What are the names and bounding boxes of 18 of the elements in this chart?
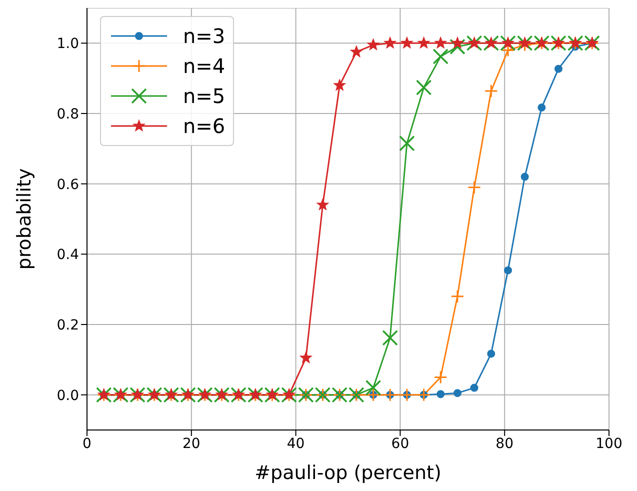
legend-label: n=4 [183, 54, 226, 78]
y-tick-label: 0.0 [56, 388, 79, 404]
y-tick-label: 0.2 [56, 317, 79, 334]
legend-label: n=5 [183, 84, 226, 108]
y-tick-label: 0.6 [56, 176, 80, 193]
x-tick-label: 60 [391, 436, 410, 452]
y-tick-label: 1.0 [56, 36, 79, 52]
x-tick-label: 20 [182, 436, 200, 452]
y-tick-label: 0.8 [56, 106, 79, 122]
x-tick-label: 80 [496, 436, 514, 452]
legend-label: n=3 [183, 24, 226, 48]
x-tick-label: 100 [596, 436, 622, 452]
x-tick-label: 40 [286, 436, 305, 452]
x-axis-title: #pauli-op (percent) [254, 462, 442, 484]
y-axis-title: probability [14, 168, 36, 270]
y-tick-label: 0.4 [56, 247, 80, 264]
legend-label: n=6 [183, 114, 226, 138]
x-tick-label: 0 [82, 436, 92, 452]
